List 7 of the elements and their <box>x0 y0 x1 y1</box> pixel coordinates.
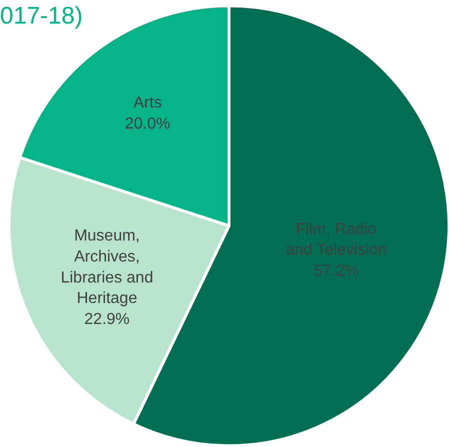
slice-label: Museum, Archives, Libraries and Heritage <box>60 228 154 308</box>
data-label: 20.0% <box>124 115 170 132</box>
chart-title: 017-18) <box>0 2 83 30</box>
data-label: 57.2% <box>314 262 359 280</box>
data-label: 22.9% <box>84 310 130 328</box>
slice-label: Film, Radio and Television <box>286 220 387 259</box>
slice-label: Arts <box>133 94 162 112</box>
